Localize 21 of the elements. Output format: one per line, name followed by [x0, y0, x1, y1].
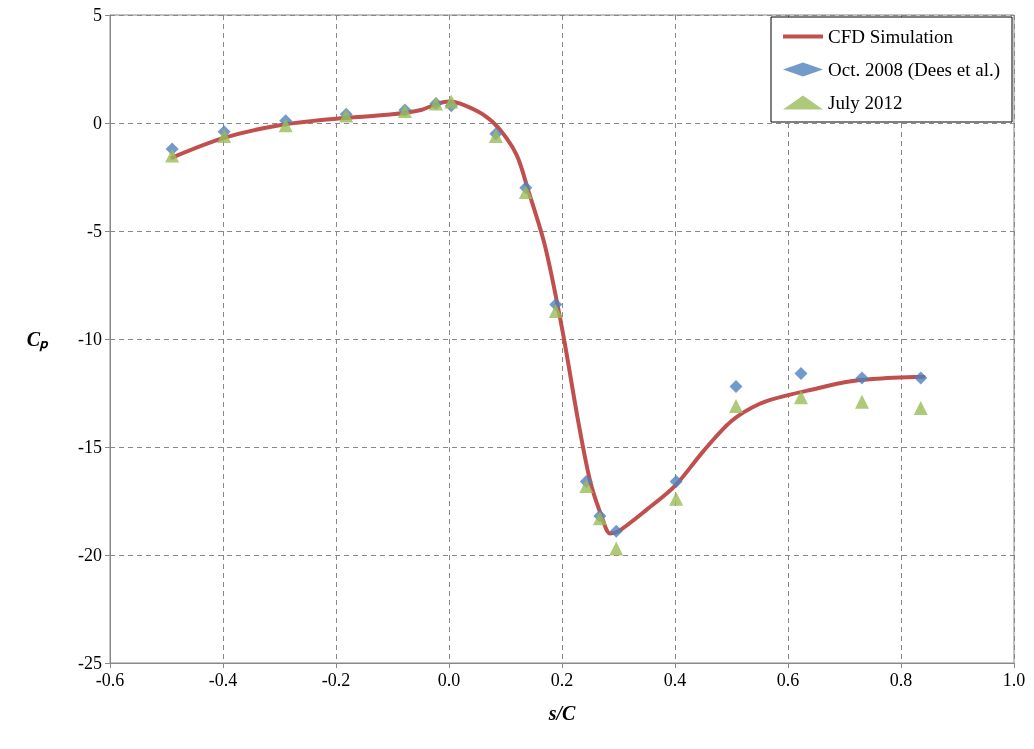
y-tick-label: -20: [78, 545, 102, 565]
y-tick-label: -5: [87, 221, 102, 241]
x-tick-label: 0.8: [889, 670, 913, 690]
y-tick-label: -15: [78, 437, 102, 457]
x-tick-label: 0.4: [663, 670, 687, 690]
x-tick-label: 0.6: [776, 670, 800, 690]
y-tick-label: -10: [78, 329, 102, 349]
x-tick-label: -0.2: [321, 670, 351, 690]
legend-label: July 2012: [828, 92, 903, 113]
y-tick-label: 5: [93, 5, 102, 25]
y-tick-label: 0: [93, 113, 102, 133]
y-tick-label: -25: [78, 653, 102, 673]
legend-label: Oct. 2008 (Dees et al.): [828, 59, 1001, 81]
y-axis-title: Cₚ: [26, 328, 49, 352]
x-tick-label: -0.4: [208, 670, 238, 690]
x-tick-label: 1.0: [1002, 670, 1026, 690]
x-tick-label: 0.0: [437, 670, 461, 690]
x-axis-title: s/C: [547, 702, 576, 724]
x-tick-label: -0.6: [95, 670, 125, 690]
legend-label: CFD Simulation: [828, 26, 954, 47]
x-tick-label: 0.2: [550, 670, 574, 690]
